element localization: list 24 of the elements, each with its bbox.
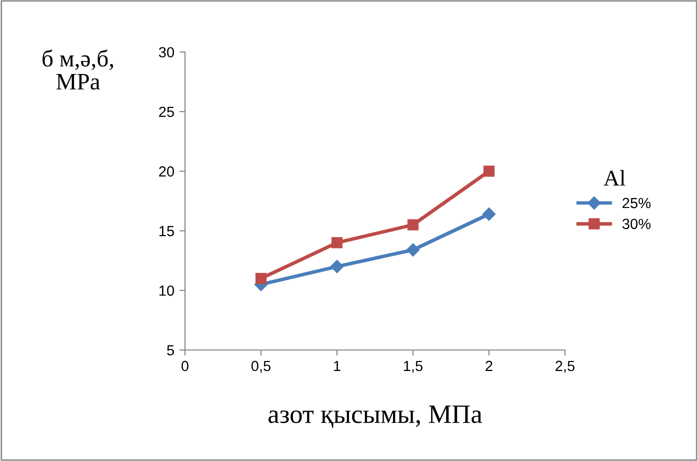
point bbox=[407, 219, 419, 230]
point bbox=[255, 272, 267, 284]
x-tick-label: 0 bbox=[182, 360, 188, 372]
point bbox=[331, 237, 343, 248]
x-tick-label: 2 bbox=[486, 360, 492, 371]
x-axis-title: азот қысымы, МПа bbox=[268, 406, 482, 428]
y-tick-label: 10 bbox=[159, 286, 174, 296]
x-tick-label: 1,5 bbox=[404, 360, 423, 373]
y-tick-label: 25 bbox=[159, 106, 174, 118]
point bbox=[406, 243, 420, 256]
y-axis-title: б м,ә,б, MPa bbox=[42, 49, 114, 90]
legend-title: Al bbox=[604, 170, 626, 186]
x-tick-label: 2,5 bbox=[556, 360, 575, 373]
y-tick-label: 30 bbox=[158, 47, 174, 58]
x-tick-label: 0,5 bbox=[251, 360, 271, 373]
y-tick-label: 15 bbox=[159, 226, 174, 236]
x-tick-label: 1 bbox=[334, 360, 340, 371]
y-tick-label: 5 bbox=[167, 345, 174, 356]
legend-label: 30% bbox=[622, 218, 651, 230]
point bbox=[483, 166, 495, 177]
y-tick-label: 20 bbox=[159, 166, 174, 177]
point bbox=[482, 208, 496, 221]
point bbox=[330, 260, 344, 274]
legend-label: 25% bbox=[622, 198, 651, 208]
